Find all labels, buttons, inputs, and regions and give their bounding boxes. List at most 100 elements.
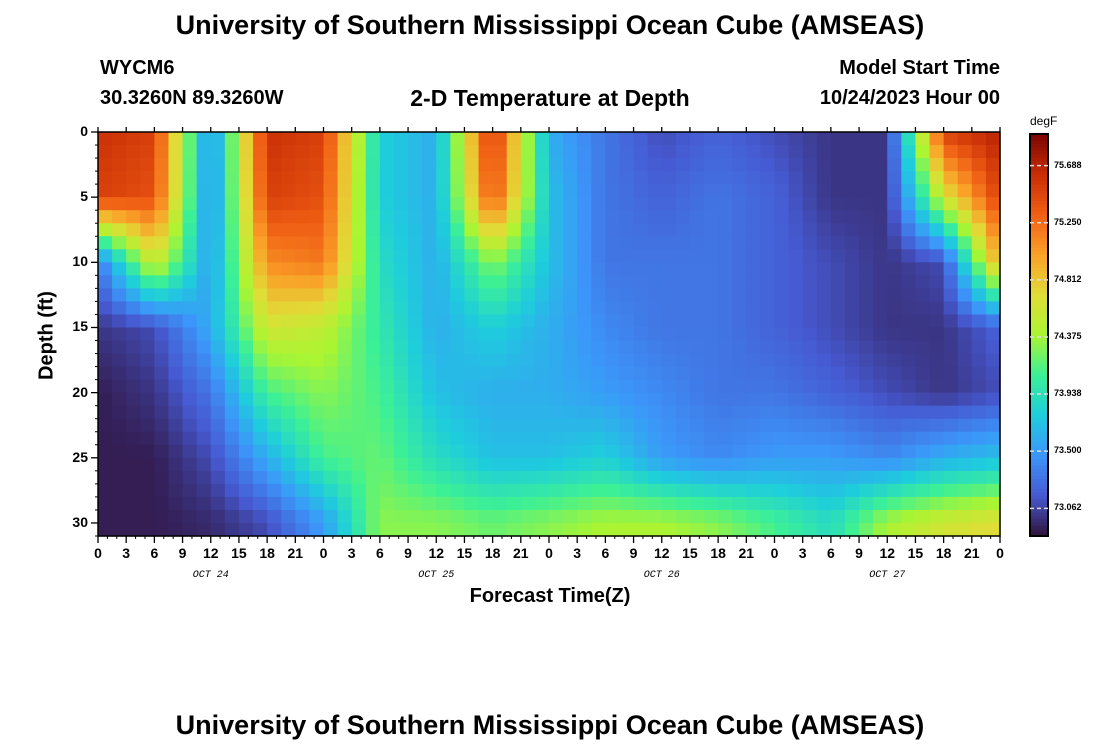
heatmap-cell <box>534 483 550 498</box>
heatmap-cell <box>464 392 480 407</box>
heatmap-cell <box>816 366 832 381</box>
heatmap-cell <box>436 392 451 407</box>
heatmap-cell <box>365 496 381 511</box>
heatmap-cell <box>887 288 902 303</box>
heatmap-cell <box>154 288 170 303</box>
heatmap-cell <box>351 249 367 263</box>
heatmap-cell <box>267 470 282 485</box>
heatmap-cell <box>901 301 917 316</box>
heatmap-cell <box>619 210 635 224</box>
heatmap-cell <box>210 275 226 289</box>
heatmap-cell <box>168 509 184 524</box>
heatmap-cell <box>393 366 409 381</box>
heatmap-cell <box>718 431 733 446</box>
heatmap-cell <box>281 509 296 524</box>
heatmap-cell <box>957 522 973 537</box>
heatmap-cell <box>267 301 282 316</box>
heatmap-cell <box>605 496 621 511</box>
heatmap-cell <box>957 366 973 381</box>
heatmap-cell <box>126 457 141 472</box>
heatmap-cell <box>323 262 339 276</box>
heatmap-cell <box>873 132 888 146</box>
heatmap-cell <box>365 418 381 433</box>
x-tick-label: 3 <box>573 545 582 561</box>
heatmap-cell <box>210 470 226 485</box>
heatmap-cell <box>224 444 240 459</box>
heatmap-cell <box>210 444 226 459</box>
heatmap-cell <box>168 366 184 381</box>
heatmap-cell <box>591 340 606 355</box>
heatmap-cell <box>436 444 451 459</box>
heatmap-cell <box>915 197 931 211</box>
heatmap-cell <box>267 275 282 289</box>
heatmap-cell <box>238 223 254 237</box>
heatmap-cell <box>422 431 437 446</box>
heatmap-cell <box>309 145 325 159</box>
heatmap-cell <box>478 288 494 303</box>
heatmap-cell <box>295 405 310 420</box>
heatmap-cell <box>112 444 127 459</box>
heatmap-cell <box>224 275 240 289</box>
heatmap-cell <box>732 496 747 511</box>
heatmap-cell <box>295 418 310 433</box>
heatmap-cell <box>563 457 578 472</box>
heatmap-cell <box>591 392 606 407</box>
heatmap-cell <box>506 210 522 224</box>
heatmap-cell <box>182 145 198 159</box>
heatmap-cell <box>830 444 846 459</box>
heatmap-cell <box>98 483 113 498</box>
heatmap-cell <box>253 522 268 537</box>
colorbar-label: 75.250 <box>1054 216 1082 227</box>
heatmap-cell <box>774 132 790 146</box>
heatmap-cell <box>816 483 832 498</box>
heatmap-cell <box>675 171 691 185</box>
heatmap-cell <box>422 197 437 211</box>
y-tick-label: 15 <box>72 318 88 335</box>
heatmap-cell <box>844 236 860 250</box>
heatmap-cell <box>393 470 409 485</box>
heatmap-cell <box>985 210 1001 224</box>
heatmap-cell <box>732 509 747 524</box>
heatmap-cell <box>224 483 240 498</box>
heatmap-cell <box>408 483 423 498</box>
heatmap-cell <box>929 210 945 224</box>
heatmap-cell <box>112 392 127 407</box>
heatmap-cell <box>295 132 310 146</box>
heatmap-cell <box>591 197 606 211</box>
heatmap-cell <box>534 392 550 407</box>
heatmap-cell <box>492 197 508 211</box>
heatmap-cell <box>718 444 733 459</box>
heatmap-cell <box>534 223 550 237</box>
heatmap-cell <box>563 470 578 485</box>
heatmap-cell <box>478 431 494 446</box>
heatmap-cell <box>408 158 423 172</box>
heatmap-cell <box>238 288 254 303</box>
heatmap-cell <box>549 366 564 381</box>
colorbar-segment <box>1030 428 1048 433</box>
heatmap-cell <box>901 223 917 237</box>
heatmap-cell <box>873 236 888 250</box>
heatmap-cell <box>140 457 155 472</box>
heatmap-cell <box>563 509 578 524</box>
heatmap-cell <box>182 522 198 537</box>
heatmap-cell <box>450 392 466 407</box>
heatmap-cell <box>619 340 635 355</box>
heatmap-cell <box>224 262 240 276</box>
heatmap-cell <box>323 457 339 472</box>
heatmap-cell <box>619 457 635 472</box>
heatmap-cell <box>224 210 240 224</box>
heatmap-cell <box>422 288 437 303</box>
colorbar-segment <box>1030 519 1048 524</box>
heatmap-cell <box>549 483 564 498</box>
heatmap-cell <box>168 223 184 237</box>
heatmap-cell <box>887 340 902 355</box>
heatmap-cell <box>238 431 254 446</box>
heatmap-cell <box>337 496 353 511</box>
heatmap-cell <box>971 262 987 276</box>
heatmap-cell <box>520 353 536 368</box>
heatmap-cell <box>267 197 282 211</box>
heatmap-cell <box>196 184 212 198</box>
heatmap-cell <box>478 184 494 198</box>
heatmap-cell <box>633 431 649 446</box>
heatmap-cell <box>675 509 691 524</box>
